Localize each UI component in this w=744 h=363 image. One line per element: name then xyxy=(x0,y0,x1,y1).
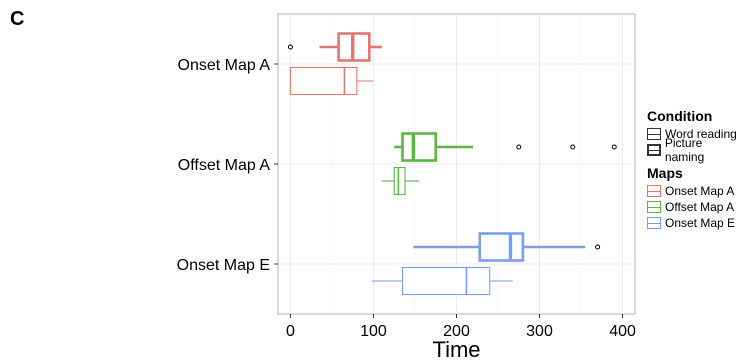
panel-label: C xyxy=(10,8,25,30)
x-axis-label: Time xyxy=(432,337,480,362)
legend-item-onset-map-e: Onset Map E xyxy=(647,215,735,231)
x-tick-label: 300 xyxy=(526,323,553,340)
y-tick-label: Onset Map E xyxy=(177,257,270,274)
iqr-box xyxy=(401,132,438,162)
word-reading-key-icon xyxy=(647,128,661,140)
box-offset-map-a-picture-naming xyxy=(394,132,617,162)
legend-item-offset-map-a: Offset Map A xyxy=(647,199,735,215)
y-axis-ticks: Onset Map A Offset Map A Onset Map E xyxy=(177,57,278,274)
x-tick-label: 100 xyxy=(360,323,387,340)
grid-lines xyxy=(278,14,635,314)
x-tick-label: 200 xyxy=(443,323,470,340)
outlier-point xyxy=(611,144,617,150)
legend-label: Onset Map E xyxy=(665,216,736,230)
iqr-box xyxy=(401,266,491,296)
condition-legend-title: Condition xyxy=(647,108,713,124)
box-onset-map-a-word-reading xyxy=(289,66,374,96)
outlier-point xyxy=(595,244,601,250)
box-onset-map-e-picture-naming xyxy=(413,232,601,262)
condition-legend: Condition Word reading Picture naming xyxy=(647,108,744,164)
y-tick-label: Offset Map A xyxy=(178,157,271,174)
outlier-point xyxy=(287,44,293,50)
box-offset-map-a-word-reading xyxy=(381,166,420,196)
legend-label: Word reading xyxy=(665,127,737,141)
legend-label: Picture naming xyxy=(664,136,705,164)
maps-legend: Maps Onset Map A Offset Map A Onset Map … xyxy=(647,165,735,231)
outlier-point xyxy=(570,144,576,150)
onset-map-e-key-icon xyxy=(647,217,661,229)
maps-legend-title: Maps xyxy=(647,165,683,181)
legend-label: Onset Map A xyxy=(665,184,735,198)
x-axis-ticks: 0 100 200 300 400 xyxy=(286,314,636,340)
box-onset-map-a-picture-naming xyxy=(287,32,382,62)
x-tick-label: 400 xyxy=(609,323,636,340)
iqr-box xyxy=(289,66,358,96)
box-onset-map-e-word-reading xyxy=(371,266,513,296)
iqr-box xyxy=(478,232,525,262)
box-layer xyxy=(287,32,617,296)
legend-item-picture-naming: Picture naming xyxy=(647,136,744,164)
legend-item-onset-map-a: Onset Map A xyxy=(647,183,735,199)
picture-naming-key-icon xyxy=(647,144,661,156)
onset-map-a-key-icon xyxy=(647,185,661,197)
x-tick-label: 0 xyxy=(286,323,295,340)
outlier-point xyxy=(516,144,522,150)
iqr-box xyxy=(393,166,406,196)
legend-item-word-reading: Word reading xyxy=(647,126,744,142)
y-tick-label: Onset Map A xyxy=(178,57,271,74)
offset-map-a-key-icon xyxy=(647,201,661,213)
legend-label: Offset Map A xyxy=(665,200,735,214)
